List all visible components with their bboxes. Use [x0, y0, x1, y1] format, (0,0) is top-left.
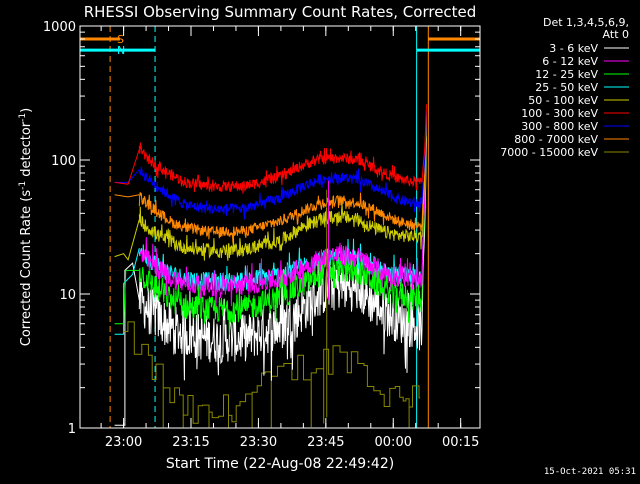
chart-title: RHESSI Observing Summary Count Rates, Co…: [84, 3, 477, 21]
series-line-5: [138, 104, 427, 194]
series-line-1: [138, 119, 427, 308]
early-segment-6: [114, 194, 140, 198]
plot-area: [80, 26, 480, 428]
x-tick-label: 23:15: [172, 435, 209, 450]
y-tick-label: 100: [51, 154, 76, 169]
legend-label: 50 - 100 keV: [528, 94, 598, 107]
status-bar-label: S: [117, 33, 124, 46]
legend-label: 100 - 300 keV: [521, 107, 598, 120]
status-bar-label: N: [117, 44, 125, 57]
y-tick-label: 10: [59, 288, 76, 303]
legend-label: 25 - 50 keV: [535, 81, 598, 94]
legend-label: 6 - 12 keV: [542, 55, 598, 68]
x-tick-label: 00:15: [442, 435, 479, 450]
legend-label: 12 - 25 keV: [535, 68, 598, 81]
series-line-8: [123, 321, 421, 428]
legend-label: 800 - 7000 keV: [514, 133, 598, 146]
legend-label: 7000 - 15000 keV: [500, 146, 598, 159]
series-line-6: [138, 111, 427, 220]
early-segment-2: [114, 219, 140, 261]
timestamp: 15-Oct-2021 05:31: [544, 467, 636, 477]
y-axis-label: Corrected Count Rate (s-1 detector-1): [18, 108, 34, 346]
legend-header-line: Det 1,3,4,5,6,9,: [543, 16, 629, 29]
early-segment-0: [114, 262, 140, 426]
early-segment-5: [114, 149, 140, 185]
y-tick-label: 1: [68, 422, 76, 437]
x-tick-label: 23:00: [105, 435, 142, 450]
legend-label: 3 - 6 keV: [549, 42, 598, 55]
early-segment-4: [114, 169, 140, 183]
series-line-7: [138, 114, 427, 244]
legend-header-line: Att 0: [603, 28, 629, 41]
x-tick-label: 00:00: [375, 435, 412, 450]
legend-label: 300 - 800 keV: [521, 120, 598, 133]
x-tick-label: 23:30: [240, 435, 277, 450]
x-tick-label: 23:45: [307, 435, 344, 450]
x-axis-label: Start Time (22-Aug-08 22:49:42): [166, 456, 394, 472]
plot-series-group: [80, 26, 480, 428]
series-line-4: [138, 114, 427, 261]
plot-frame: [79, 25, 481, 429]
axes: 1 10 100 1000 23:00 23:15 23:30 23:45 00:00 00:15…: [43, 20, 481, 450]
early-segment-1: [114, 247, 140, 335]
early-segment-3: [114, 269, 140, 325]
y-tick-label: 1000: [43, 20, 76, 35]
